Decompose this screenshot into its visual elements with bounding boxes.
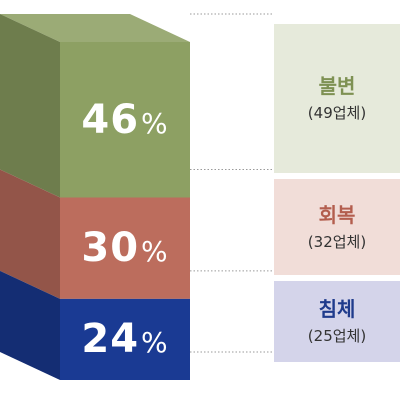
legend-count: (49업체)	[307, 104, 367, 123]
segment-percentage: 24%	[60, 319, 190, 359]
bar-segments	[0, 14, 190, 380]
legend-count: (25업체)	[307, 326, 367, 345]
percentage-value: 30	[81, 225, 140, 272]
bar-side-face	[0, 14, 60, 198]
connector-lines	[190, 13, 274, 353]
legend-box: 회복 (32업체)	[274, 179, 400, 275]
bar-front-face	[60, 298, 190, 380]
bar-side-face	[0, 270, 60, 380]
legend-label: 불변	[318, 74, 356, 99]
bar-top-face	[0, 14, 190, 42]
bar-front-face	[60, 197, 190, 299]
segment-percentage: 46%	[60, 100, 190, 140]
percentage-value: 24	[81, 316, 140, 363]
percent-sign: %	[141, 235, 169, 269]
percent-sign: %	[141, 106, 169, 140]
legend-label: 침체	[318, 296, 356, 321]
bar-front-face	[60, 42, 190, 198]
bar-side-face	[0, 169, 60, 299]
legend-label: 회복	[318, 202, 356, 227]
legend-box: 불변 (49업체)	[274, 24, 400, 174]
legend-box: 침체 (25업체)	[274, 280, 400, 362]
segment-percentage: 30%	[60, 228, 190, 268]
legend-count: (32업체)	[307, 232, 367, 251]
percentage-value: 46	[81, 96, 140, 143]
percent-sign: %	[141, 326, 169, 360]
